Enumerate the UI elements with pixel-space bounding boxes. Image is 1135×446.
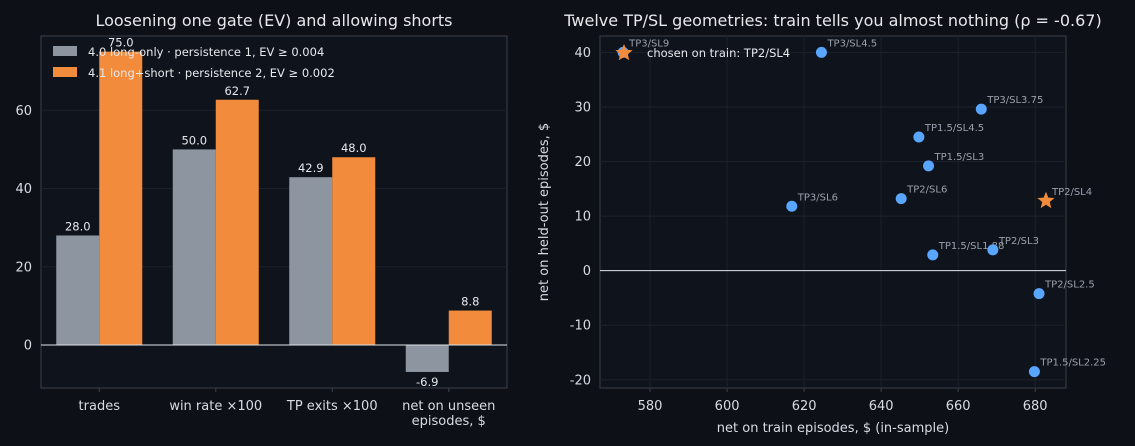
y-tick-label: 0 <box>583 264 591 279</box>
x-tick-label: 600 <box>715 399 740 414</box>
bar-value-label: 62.7 <box>224 84 250 98</box>
scatter-chart-points: TP3/SL9 TP3/SL4.5 TP3/SL3.75 TP1.5/SL4.5 TP1… <box>617 38 1106 378</box>
bar-value-label: 28.0 <box>65 219 91 233</box>
y-tick-label: 60 <box>15 104 32 119</box>
x-tick-label: win rate ×100 <box>169 399 262 414</box>
x-tick-label: trades <box>79 399 121 414</box>
x-tick-label: 580 <box>638 399 663 414</box>
bar-chart-y-ticks: 0 20 40 60 <box>15 104 32 354</box>
bar-value-label: 75.0 <box>108 36 134 50</box>
y-tick-label: 10 <box>574 210 591 225</box>
bar <box>332 157 376 345</box>
scatter-point <box>975 103 987 115</box>
bar-value-label: 50.0 <box>181 133 207 147</box>
bar-value-label: 42.9 <box>298 161 324 175</box>
bar-value-label: -6.9 <box>416 375 438 389</box>
x-tick-label: 680 <box>1023 399 1048 414</box>
bar-chart-x-ticks: trades win rate ×100 TP exits ×100 net on u… <box>79 388 495 429</box>
point-label: TP3/SL9 <box>628 38 669 49</box>
bar <box>289 177 333 345</box>
bar-chart-bars: 28.0 75.0 50.0 62.7 42.9 48.0 -6.9 8.8 <box>56 36 492 389</box>
x-tick-label: 660 <box>946 399 971 414</box>
point-label: TP2/SL4 <box>1051 187 1092 198</box>
scatter-point <box>927 249 939 261</box>
y-tick-label: -10 <box>570 319 591 334</box>
x-tick-label: 640 <box>869 399 894 414</box>
legend-swatch-series-1 <box>53 46 77 56</box>
scatter-point <box>815 46 827 58</box>
y-tick-label: 0 <box>24 338 32 353</box>
legend-swatch-series-2 <box>53 67 77 77</box>
scatter-chart-x-ticks: 580 600 620 640 660 680 <box>638 388 1048 414</box>
y-tick-label: 20 <box>574 155 591 170</box>
bar <box>405 344 449 372</box>
bar <box>56 235 100 345</box>
legend-label-chosen: chosen on train: TP2/SL4 <box>647 46 790 60</box>
y-tick-label: 20 <box>15 260 32 275</box>
point-label: TP3/SL4.5 <box>826 38 877 49</box>
x-tick-label: episodes, $ <box>412 414 486 429</box>
scatter-chart-plot-area <box>599 35 1067 389</box>
scatter-y-axis-label: net on held-out episodes, $ <box>537 123 552 301</box>
scatter-point <box>895 193 907 205</box>
point-label: TP3/SL6 <box>797 192 838 203</box>
scatter-point <box>1028 366 1040 378</box>
scatter-point <box>923 160 935 172</box>
legend-label-series-2: 4.1 long+short · persistence 2, EV ≥ 0.0… <box>88 66 335 80</box>
bar-chart-title: Loosening one gate (EV) and allowing sho… <box>95 11 452 30</box>
y-tick-label: -20 <box>570 373 591 388</box>
scatter-point <box>1033 288 1045 300</box>
bar-value-label: 48.0 <box>341 141 367 155</box>
x-tick-label: 620 <box>792 399 817 414</box>
scatter-chart: TP3/SL9 TP3/SL4.5 TP3/SL3.75 TP1.5/SL4.5 TP1… <box>537 11 1106 436</box>
y-tick-label: 40 <box>574 46 591 61</box>
scatter-chart-grid <box>600 36 1066 388</box>
y-tick-label: 30 <box>574 100 591 115</box>
scatter-point <box>987 244 999 256</box>
bar <box>172 149 216 345</box>
scatter-x-axis-label: net on train episodes, $ (in-sample) <box>717 421 949 436</box>
bar <box>99 51 143 345</box>
scatter-point <box>913 131 925 143</box>
legend-star-icon <box>615 44 633 61</box>
scatter-point <box>786 200 798 212</box>
point-label: TP1.5/SL1.88 <box>938 241 1005 252</box>
point-label: TP1.5/SL4.5 <box>924 123 984 134</box>
bar-chart-legend: 4.0 long-only · persistence 1, EV ≥ 0.00… <box>53 45 335 80</box>
point-label: TP1.5/SL3 <box>934 152 985 163</box>
chosen-point-star <box>1037 191 1055 209</box>
legend-label-series-1: 4.0 long-only · persistence 1, EV ≥ 0.00… <box>88 45 324 59</box>
bar-value-label: 8.8 <box>461 295 479 309</box>
scatter-chart-y-ticks: -20 -10 0 10 20 30 40 <box>570 46 591 388</box>
point-label: TP1.5/SL2.25 <box>1039 358 1106 369</box>
scatter-chart-legend: chosen on train: TP2/SL4 <box>615 44 790 61</box>
y-tick-label: 40 <box>15 182 32 197</box>
point-label: TP2/SL6 <box>906 185 947 196</box>
point-label: TP2/SL2.5 <box>1044 280 1095 291</box>
point-label: TP2/SL3 <box>998 236 1039 247</box>
bar <box>215 99 259 345</box>
x-tick-label: TP exits ×100 <box>286 399 378 414</box>
x-tick-label: net on unseen <box>402 399 495 414</box>
bar-chart: 28.075.050.062.742.948.0-6.98.8 0204060 … <box>15 11 508 429</box>
point-label: TP3/SL3.75 <box>986 95 1043 106</box>
bar <box>448 310 492 345</box>
scatter-chart-title: Twelve TP/SL geometries: train tells you… <box>563 11 1101 30</box>
